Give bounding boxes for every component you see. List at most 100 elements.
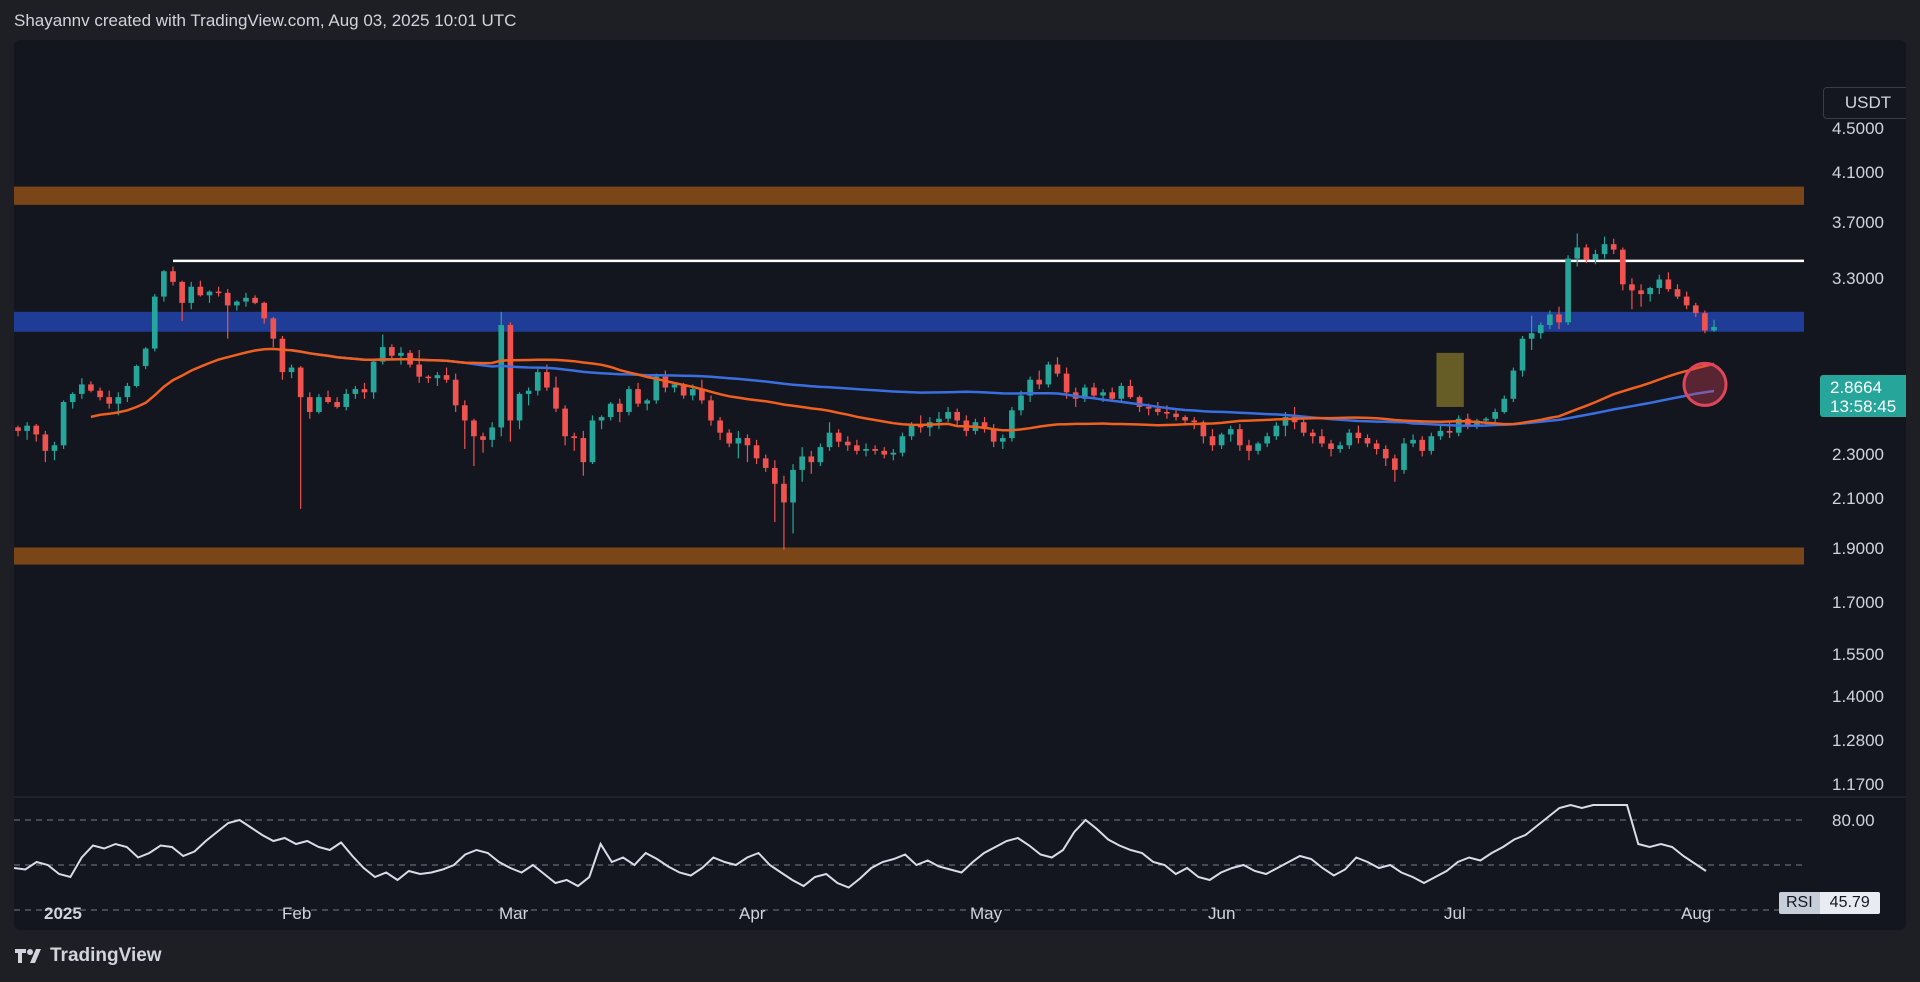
- candle: [1309, 429, 1316, 444]
- bar-countdown: 13:58:45: [1830, 397, 1897, 416]
- candle-body: [215, 291, 222, 294]
- candle: [936, 411, 942, 430]
- candle-body: [1537, 325, 1544, 334]
- candle: [1528, 315, 1535, 350]
- candle: [1656, 274, 1663, 295]
- candle-body: [1665, 279, 1672, 290]
- candle: [398, 347, 404, 365]
- candle: [334, 397, 340, 409]
- candle: [990, 423, 997, 448]
- candle-body: [735, 438, 742, 444]
- candle-body: [1683, 296, 1690, 306]
- candle-body: [461, 405, 468, 421]
- rsi-value: 45.79: [1819, 892, 1880, 914]
- rsi-panel: 80.00: [14, 803, 1875, 911]
- time-tick-label: May: [970, 904, 1003, 923]
- candle-body: [1200, 422, 1207, 437]
- candle: [370, 360, 377, 399]
- candle-body: [562, 408, 568, 437]
- candle: [1483, 417, 1489, 426]
- time-tick-label: 2025: [44, 904, 82, 923]
- candle-body: [1045, 364, 1052, 385]
- candle: [954, 408, 961, 426]
- candle: [124, 382, 131, 403]
- candle: [699, 379, 705, 404]
- chart-panel[interactable]: 80.00 4.50004.10003.70003.30002.60002.30…: [14, 40, 1906, 930]
- zone-orange-2: [14, 547, 1804, 565]
- price-tick-label: 1.2800: [1832, 731, 1884, 750]
- candle: [261, 301, 268, 324]
- candle-body: [179, 281, 185, 303]
- candle-body: [379, 347, 386, 362]
- candle: [1173, 410, 1179, 421]
- candle-body: [863, 448, 869, 451]
- candle: [489, 422, 495, 448]
- candle: [1346, 429, 1353, 449]
- candle-body: [1610, 244, 1617, 250]
- candle: [1018, 390, 1024, 416]
- candle: [51, 441, 58, 461]
- candle-body: [389, 347, 395, 356]
- candle: [753, 439, 760, 465]
- candle-body: [471, 420, 477, 437]
- candle-body: [1154, 408, 1161, 412]
- candle-body: [881, 450, 888, 455]
- candle-body: [1173, 413, 1179, 418]
- candle-body: [534, 372, 541, 391]
- candle: [1610, 238, 1617, 255]
- candle-body: [1145, 406, 1152, 409]
- candle-body: [1319, 436, 1325, 444]
- candle-body: [762, 458, 769, 468]
- candle-body: [115, 397, 122, 404]
- candle-body: [826, 432, 833, 448]
- candle: [1091, 382, 1097, 399]
- candle-body: [1127, 385, 1134, 398]
- candle: [735, 430, 742, 459]
- candle: [416, 349, 423, 383]
- candle-body: [635, 389, 641, 404]
- price-chart[interactable]: 80.00 4.50004.10003.70003.30002.60002.30…: [14, 40, 1906, 930]
- candle-body: [744, 438, 751, 446]
- price-axis[interactable]: 4.50004.10003.70003.30002.60002.30002.10…: [1832, 119, 1884, 794]
- time-tick-label: Jun: [1208, 904, 1235, 923]
- candle-body: [1337, 445, 1343, 449]
- candle: [1237, 423, 1243, 451]
- candle-body: [33, 425, 40, 435]
- candle-body: [1501, 398, 1508, 412]
- currency-selector-button[interactable]: USDT: [1823, 87, 1906, 119]
- rsi-line: [14, 803, 1707, 889]
- ma-blue-line: [291, 349, 1715, 428]
- candle: [781, 475, 787, 550]
- candle: [1519, 335, 1526, 377]
- candle: [717, 417, 723, 440]
- candle-body: [1227, 429, 1234, 435]
- candle: [507, 322, 514, 442]
- candle-body: [1619, 249, 1626, 285]
- tradingview-logo[interactable]: TradingView: [14, 945, 162, 967]
- candle: [1355, 425, 1362, 444]
- candle: [1592, 249, 1599, 265]
- candle: [826, 422, 833, 451]
- time-tick-label: Feb: [282, 904, 311, 923]
- candle: [762, 454, 769, 472]
- candle: [744, 434, 751, 463]
- candle: [243, 292, 249, 307]
- candle-body: [106, 397, 113, 404]
- candle-body: [188, 286, 195, 303]
- candle: [644, 398, 650, 411]
- candle-body: [1419, 439, 1426, 451]
- candle: [498, 311, 505, 437]
- candle: [835, 429, 842, 448]
- candle-body: [1218, 434, 1225, 446]
- candle: [288, 364, 295, 379]
- candle: [188, 281, 195, 310]
- candle-body: [589, 420, 596, 463]
- time-axis[interactable]: 2025 Feb Mar Apr May Jun Jul Aug: [44, 904, 1711, 923]
- candle-body: [1565, 258, 1571, 323]
- candle: [316, 393, 322, 414]
- candle-body: [917, 425, 924, 428]
- candle-body: [872, 448, 878, 451]
- candle-body: [945, 411, 951, 419]
- candle-body: [452, 379, 459, 406]
- candle: [1227, 425, 1234, 442]
